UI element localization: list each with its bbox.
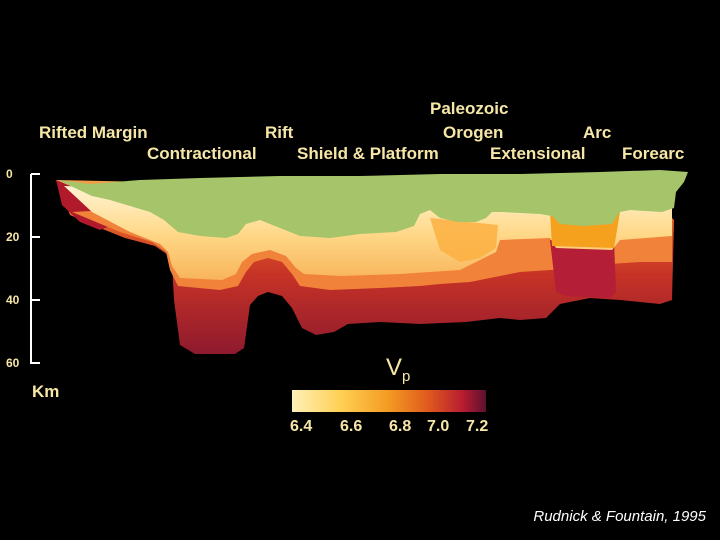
- orogen-orange-zone: [430, 218, 498, 262]
- legend-tick-6-4: 6.4: [290, 418, 313, 435]
- depth-tick-20: 20: [6, 230, 20, 244]
- legend-tick-7-0: 7.0: [427, 418, 450, 435]
- upper-crust-layer: [58, 170, 688, 238]
- label-forearc: Forearc: [622, 144, 685, 163]
- depth-tick-0: 0: [6, 167, 13, 181]
- arc-deep-root: [550, 240, 616, 298]
- label-rifted-margin: Rifted Margin: [39, 123, 148, 142]
- legend-tick-6-8: 6.8: [389, 418, 412, 435]
- depth-axis: [30, 173, 40, 364]
- label-extensional: Extensional: [490, 144, 586, 163]
- legend-vp-label: Vp: [386, 354, 410, 385]
- legend-tick-6-6: 6.6: [340, 418, 363, 435]
- depth-tick-40: 40: [6, 293, 20, 307]
- depth-tick-60: 60: [6, 356, 20, 370]
- legend-vp-subscript: p: [402, 367, 411, 385]
- label-contractional: Contractional: [147, 144, 257, 163]
- label-arc: Arc: [583, 123, 612, 142]
- source-credit: Rudnick & Fountain, 1995: [533, 508, 706, 525]
- depth-unit-label: Km: [32, 382, 60, 401]
- legend-vp-symbol: V: [386, 354, 403, 381]
- legend-tick-7-2: 7.2: [466, 418, 489, 435]
- label-shield-platform: Shield & Platform: [297, 144, 439, 163]
- legend-color-bar: [292, 390, 486, 412]
- label-orogen: Orogen: [443, 123, 504, 142]
- label-rift: Rift: [265, 123, 294, 142]
- label-paleozoic: Paleozoic: [430, 99, 509, 118]
